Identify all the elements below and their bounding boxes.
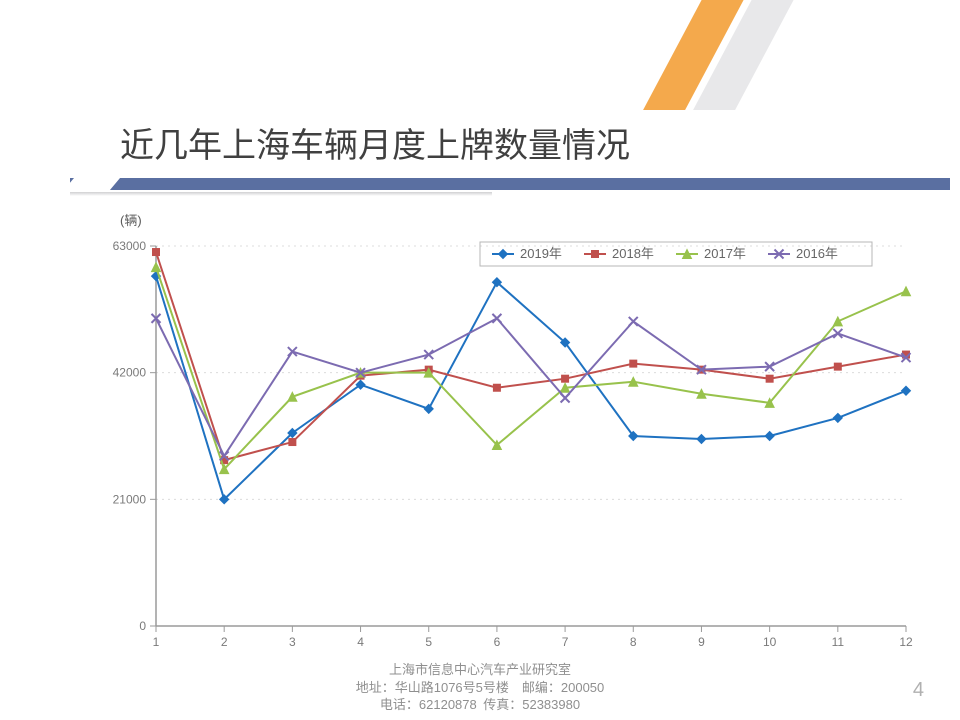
svg-text:1: 1	[153, 635, 160, 648]
svg-text:2019年: 2019年	[520, 246, 562, 261]
top-decoration	[560, 0, 880, 110]
svg-text:11: 11	[832, 635, 845, 648]
svg-text:6: 6	[494, 635, 501, 648]
svg-text:10: 10	[763, 635, 777, 648]
footer: 上海市信息中心汽车产业研究室 地址：华山路1076号5号楼 邮编：200050 …	[0, 661, 960, 714]
title-underline	[70, 178, 950, 192]
svg-text:7: 7	[562, 635, 569, 648]
svg-text:21000: 21000	[113, 492, 147, 506]
footer-line-3: 电话：62120878 传真：52383980	[0, 696, 960, 714]
svg-text:2: 2	[221, 635, 228, 648]
rule-bar	[70, 178, 950, 190]
footer-line-2: 地址：华山路1076号5号楼 邮编：200050	[0, 679, 960, 697]
svg-text:8: 8	[630, 635, 637, 648]
svg-text:42000: 42000	[113, 366, 147, 380]
svg-text:5: 5	[425, 635, 432, 648]
deco-grey-bar	[667, 0, 826, 110]
page-title: 近几年上海车辆月度上牌数量情况	[120, 118, 630, 167]
svg-text:2016年: 2016年	[796, 246, 838, 261]
svg-text:2018年: 2018年	[612, 246, 654, 261]
svg-text:0: 0	[139, 619, 146, 633]
svg-text:12: 12	[899, 635, 913, 648]
svg-text:2017年: 2017年	[704, 246, 746, 261]
deco-orange-bar	[617, 0, 776, 110]
svg-text:3: 3	[289, 635, 296, 648]
slide-root: 近几年上海车辆月度上牌数量情况 (辆) 02100042000630001234…	[0, 0, 960, 720]
line-chart: 02100042000630001234567891011122019年2018…	[60, 228, 930, 648]
svg-text:4: 4	[357, 635, 364, 648]
footer-line-1: 上海市信息中心汽车产业研究室	[0, 661, 960, 679]
rule-shadow	[70, 192, 492, 196]
y-axis-unit-label: (辆)	[120, 210, 142, 229]
chart-container: (辆) 02100042000630001234567891011122019年…	[60, 210, 930, 690]
svg-text:9: 9	[698, 635, 705, 648]
svg-text:63000: 63000	[113, 239, 147, 253]
page-number: 4	[913, 679, 924, 702]
